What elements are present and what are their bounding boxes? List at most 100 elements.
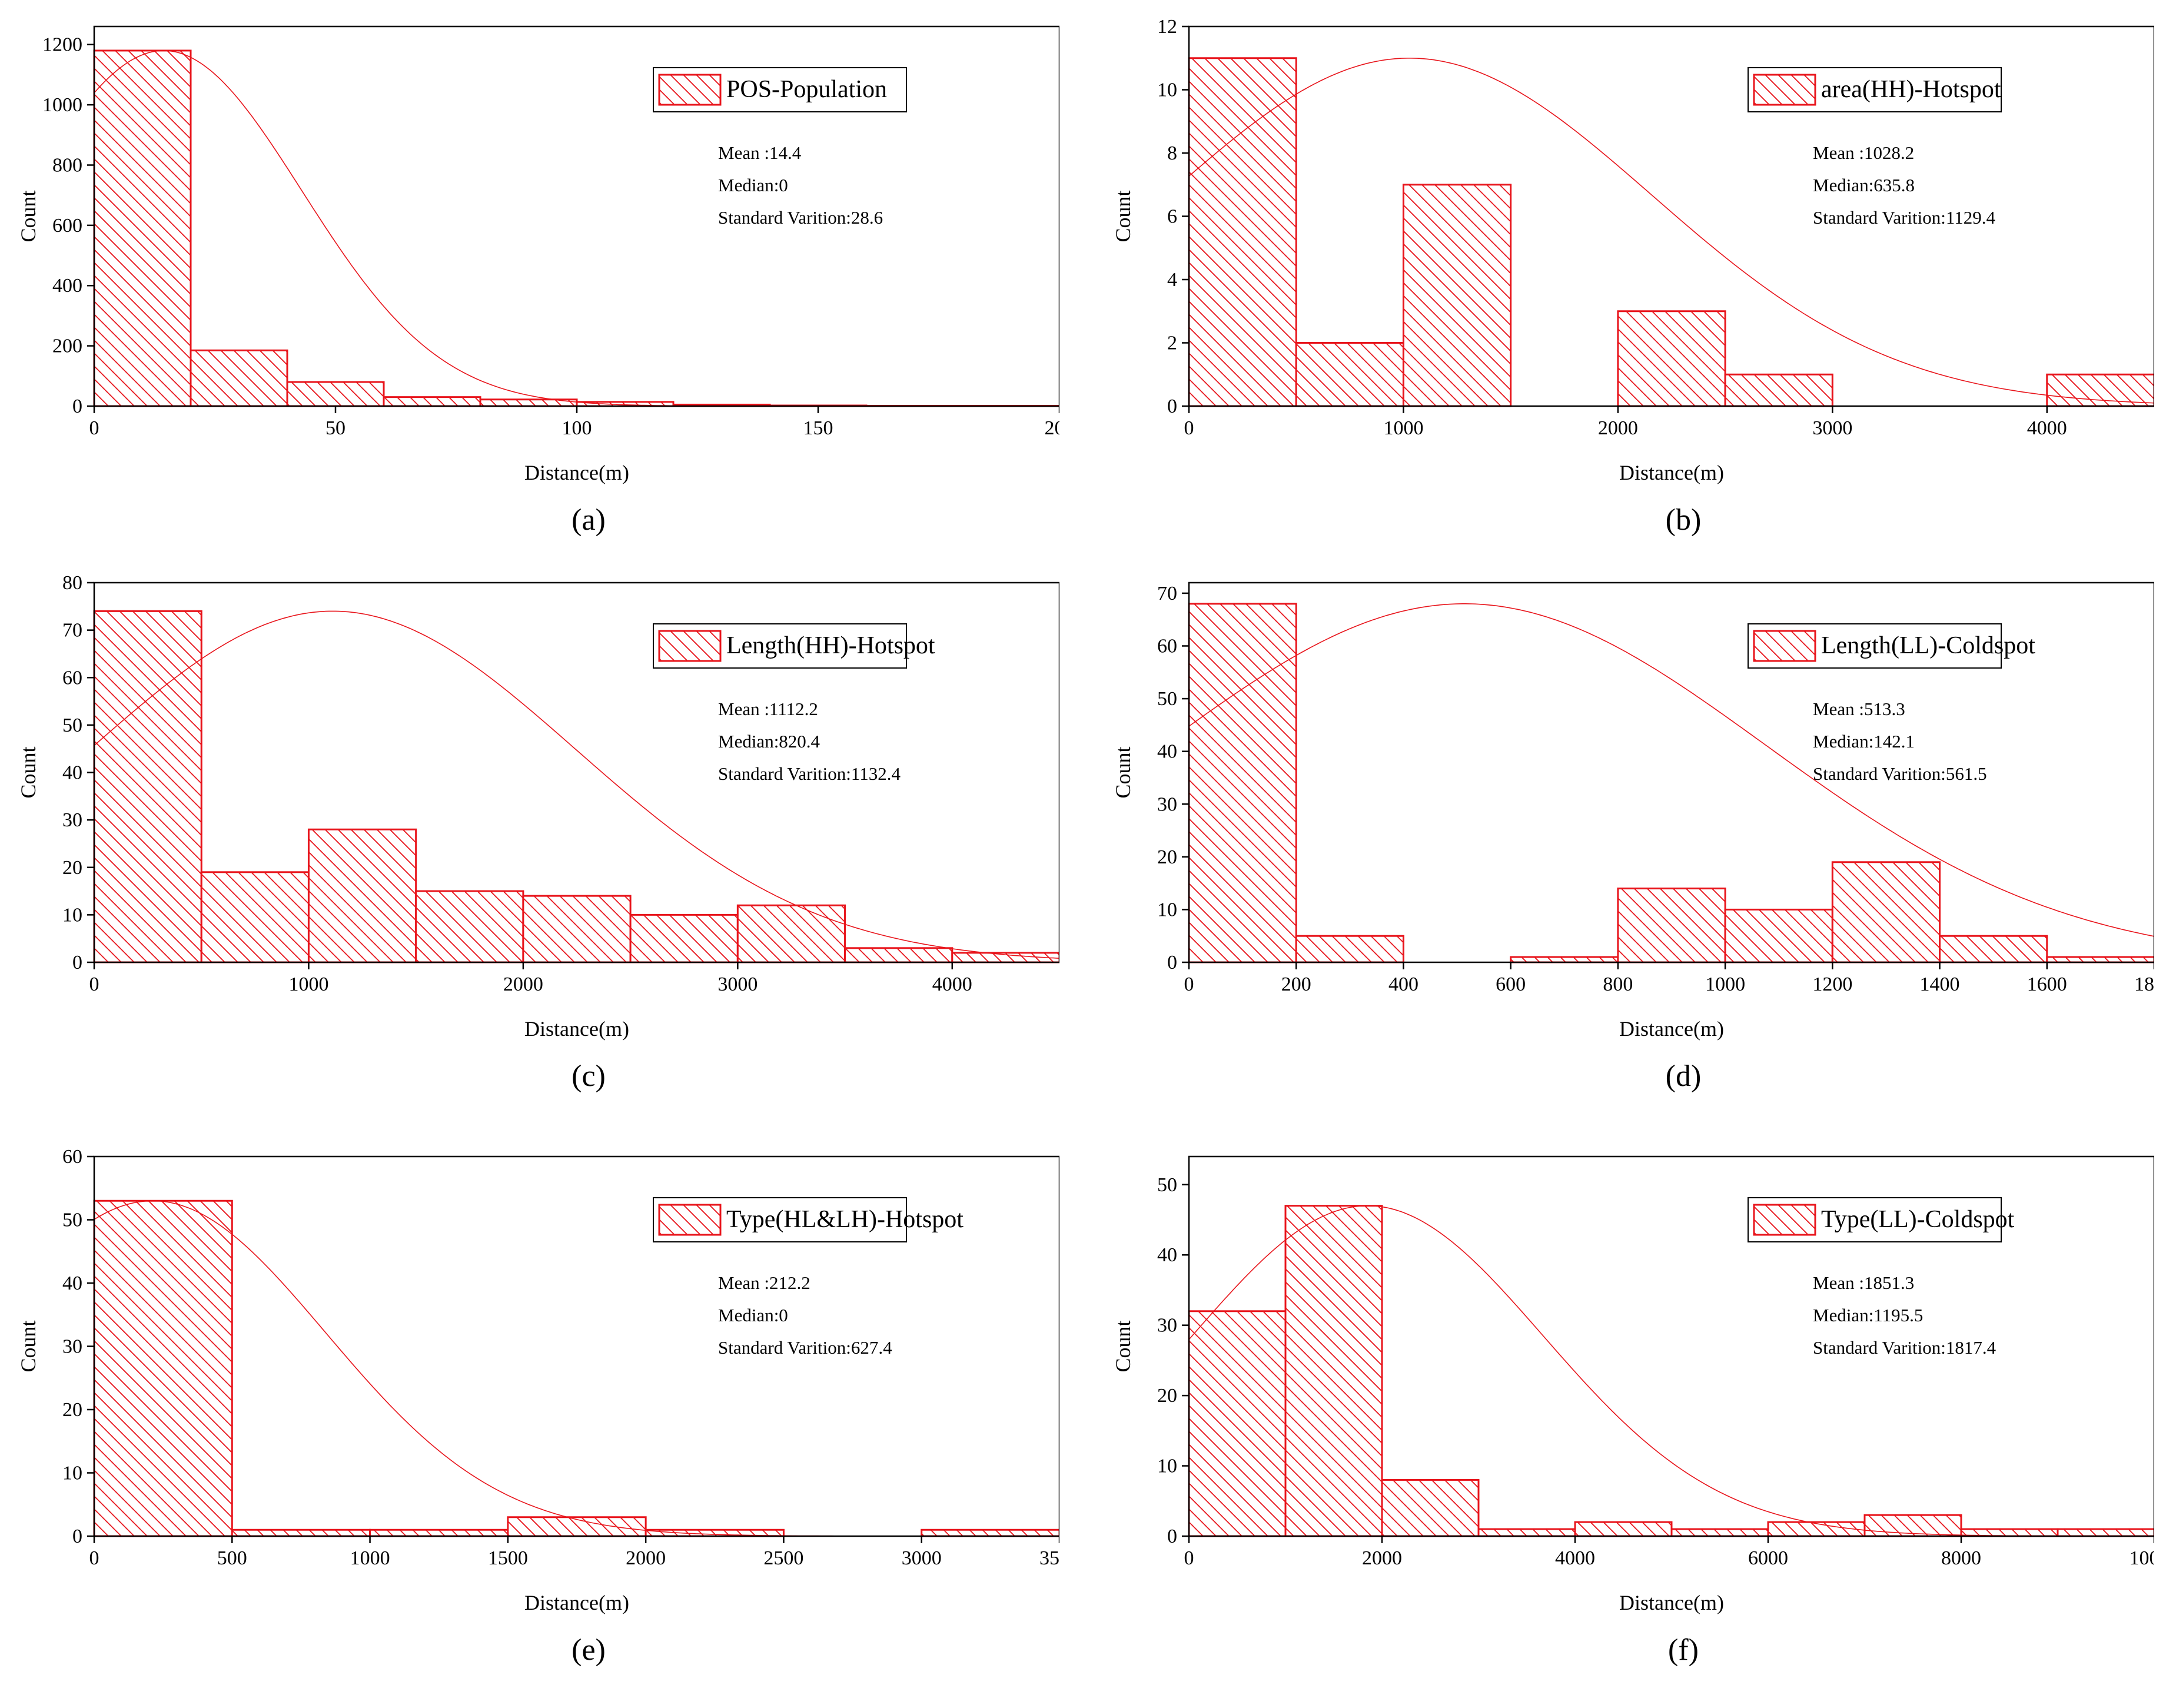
y-tick-label: 10 xyxy=(1157,899,1177,921)
y-tick-label: 70 xyxy=(62,620,82,642)
y-tick-label: 50 xyxy=(62,715,82,736)
x-tick-label: 2000 xyxy=(1362,1547,1402,1569)
x-axis-label: Distance(m) xyxy=(524,1591,629,1614)
y-tick-label: 800 xyxy=(52,154,82,176)
histogram-bar xyxy=(200,871,310,963)
legend-label: Type(LL)-Coldspot xyxy=(1821,1206,2015,1233)
x-tick-label: 1800 xyxy=(2134,973,2154,995)
histogram-bar xyxy=(844,947,954,963)
y-tick-label: 600 xyxy=(52,215,82,237)
y-axis-label: Count xyxy=(16,746,40,798)
histogram-bar xyxy=(1617,888,1726,963)
histogram-bar xyxy=(1188,57,1297,407)
stat-text: Mean :513.3 xyxy=(1813,699,1905,719)
y-tick-label: 50 xyxy=(1157,688,1177,710)
stat-text: Standard Varition:627.4 xyxy=(718,1337,892,1358)
y-tick-label: 400 xyxy=(52,275,82,297)
y-tick-label: 10 xyxy=(62,1463,82,1484)
x-tick-label: 1000 xyxy=(1383,417,1423,439)
legend-label: Type(HL&LH)-Hotspot xyxy=(726,1206,964,1233)
histogram-bar xyxy=(1510,956,1619,963)
histogram-b: 0 1000 2000 3000 4000 0 2 4 6 8 10 12 Distance(m) Cou… xyxy=(1111,16,2155,537)
histogram-bar xyxy=(1939,935,2048,963)
histogram-bar xyxy=(1574,1521,1673,1537)
y-axis-label: Count xyxy=(16,1320,40,1372)
y-tick-label: 8 xyxy=(1167,142,1177,164)
legend-swatch xyxy=(1753,630,1816,662)
panel-caption: (a) xyxy=(572,503,606,537)
histogram-bar xyxy=(1831,861,1941,963)
x-tick-label: 4000 xyxy=(932,973,972,995)
normal-fit-curve xyxy=(94,1200,1059,1537)
histogram-bar xyxy=(1284,1205,1383,1537)
x-tick-label: 3000 xyxy=(1812,417,1852,439)
y-tick-label: 60 xyxy=(62,667,82,689)
histogram-d: 0 200 400 600 800 1000 1200 1400 1600 1800 0 10 20 30… xyxy=(1111,581,2174,1093)
stat-text: Mean :1028.2 xyxy=(1813,142,1914,163)
y-tick-label: 10 xyxy=(1157,1456,1177,1477)
x-tick-label: 500 xyxy=(217,1547,247,1569)
histogram-bar xyxy=(522,895,632,963)
y-tick-label: 30 xyxy=(62,809,82,831)
legend-swatch xyxy=(658,74,722,106)
y-tick-label: 20 xyxy=(62,857,82,879)
x-tick-label: 0 xyxy=(1184,417,1194,439)
stat-text: Standard Varition:1129.4 xyxy=(1813,207,1995,228)
y-tick-label: 40 xyxy=(1157,1244,1177,1266)
y-tick-label: 0 xyxy=(72,396,82,417)
x-tick-label: 1400 xyxy=(1920,973,1960,995)
y-axis-label: Count xyxy=(1111,190,1135,242)
stat-text: Standard Varition:561.5 xyxy=(1813,763,1987,784)
legend-label: POS-Population xyxy=(726,76,887,103)
histogram-panel-a: 0 50 100 150 200 0 200 400 600 800 1000 1200 Distanc… xyxy=(12,12,1075,544)
x-tick-label: 4000 xyxy=(2027,417,2067,439)
y-tick-label: 60 xyxy=(62,1146,82,1168)
x-tick-label: 2000 xyxy=(626,1547,666,1569)
y-axis-label: Count xyxy=(16,190,40,242)
y-tick-label: 20 xyxy=(1157,846,1177,868)
y-tick-label: 60 xyxy=(1157,636,1177,657)
histogram-bar xyxy=(1188,603,1297,963)
histogram-bar xyxy=(1295,935,1404,963)
histogram-panel-b: 0 1000 2000 3000 4000 0 2 4 6 8 10 12 Distance(m) Cou… xyxy=(1107,12,2155,544)
stat-text: Median:0 xyxy=(718,175,788,195)
y-tick-label: 40 xyxy=(62,762,82,784)
x-axis-label: Distance(m) xyxy=(1619,1591,1724,1614)
y-tick-label: 40 xyxy=(62,1272,82,1294)
stat-text: Median:635.8 xyxy=(1813,175,1915,195)
y-tick-label: 50 xyxy=(62,1209,82,1231)
y-tick-label: 80 xyxy=(62,572,82,594)
x-tick-label: 4000 xyxy=(1555,1547,1595,1569)
x-tick-label: 3000 xyxy=(717,973,758,995)
y-tick-label: 20 xyxy=(62,1399,82,1421)
x-tick-label: 2000 xyxy=(1598,417,1638,439)
histogram-bar xyxy=(93,610,202,963)
legend-label: Length(HH)-Hotspot xyxy=(726,632,935,659)
x-tick-label: 0 xyxy=(1184,973,1194,995)
histogram-bar xyxy=(383,396,481,407)
histogram-bar xyxy=(1724,373,1833,407)
y-tick-label: 0 xyxy=(72,1526,82,1547)
panel-caption: (c) xyxy=(572,1059,606,1093)
histogram-panel-e: 0 500 1000 1500 2000 2500 3000 3500 0 10 20 30 40 50 6… xyxy=(12,1142,1079,1674)
histogram-bar xyxy=(1724,908,1833,963)
histogram-bar xyxy=(1295,342,1404,407)
stat-text: Mean :1851.3 xyxy=(1813,1272,1914,1293)
histogram-panel-f: 0 2000 4000 6000 8000 10000 0 10 20 30 40 50 Distanc… xyxy=(1107,1142,2176,1674)
x-tick-label: 0 xyxy=(89,417,99,439)
normal-fit-curve xyxy=(1188,603,2155,937)
x-tick-label: 0 xyxy=(1184,1547,1194,1569)
x-axis-label: Distance(m) xyxy=(524,1017,629,1041)
stat-text: Standard Varition:1817.4 xyxy=(1813,1337,1996,1358)
stat-text: Median:0 xyxy=(718,1305,788,1325)
histogram-bar xyxy=(1670,1528,1769,1537)
histogram-bar xyxy=(1188,1310,1287,1537)
x-tick-label: 3000 xyxy=(902,1547,942,1569)
histogram-bar xyxy=(2057,1528,2155,1537)
histogram-bar xyxy=(1477,1528,1576,1537)
histogram-bar xyxy=(369,1528,509,1537)
y-axis-label: Count xyxy=(1111,746,1135,798)
histogram-c: 0 1000 2000 3000 4000 0 10 20 30 40 50 60 70 80 Distan… xyxy=(16,572,1061,1093)
y-tick-label: 12 xyxy=(1157,16,1177,38)
y-tick-label: 10 xyxy=(62,904,82,926)
